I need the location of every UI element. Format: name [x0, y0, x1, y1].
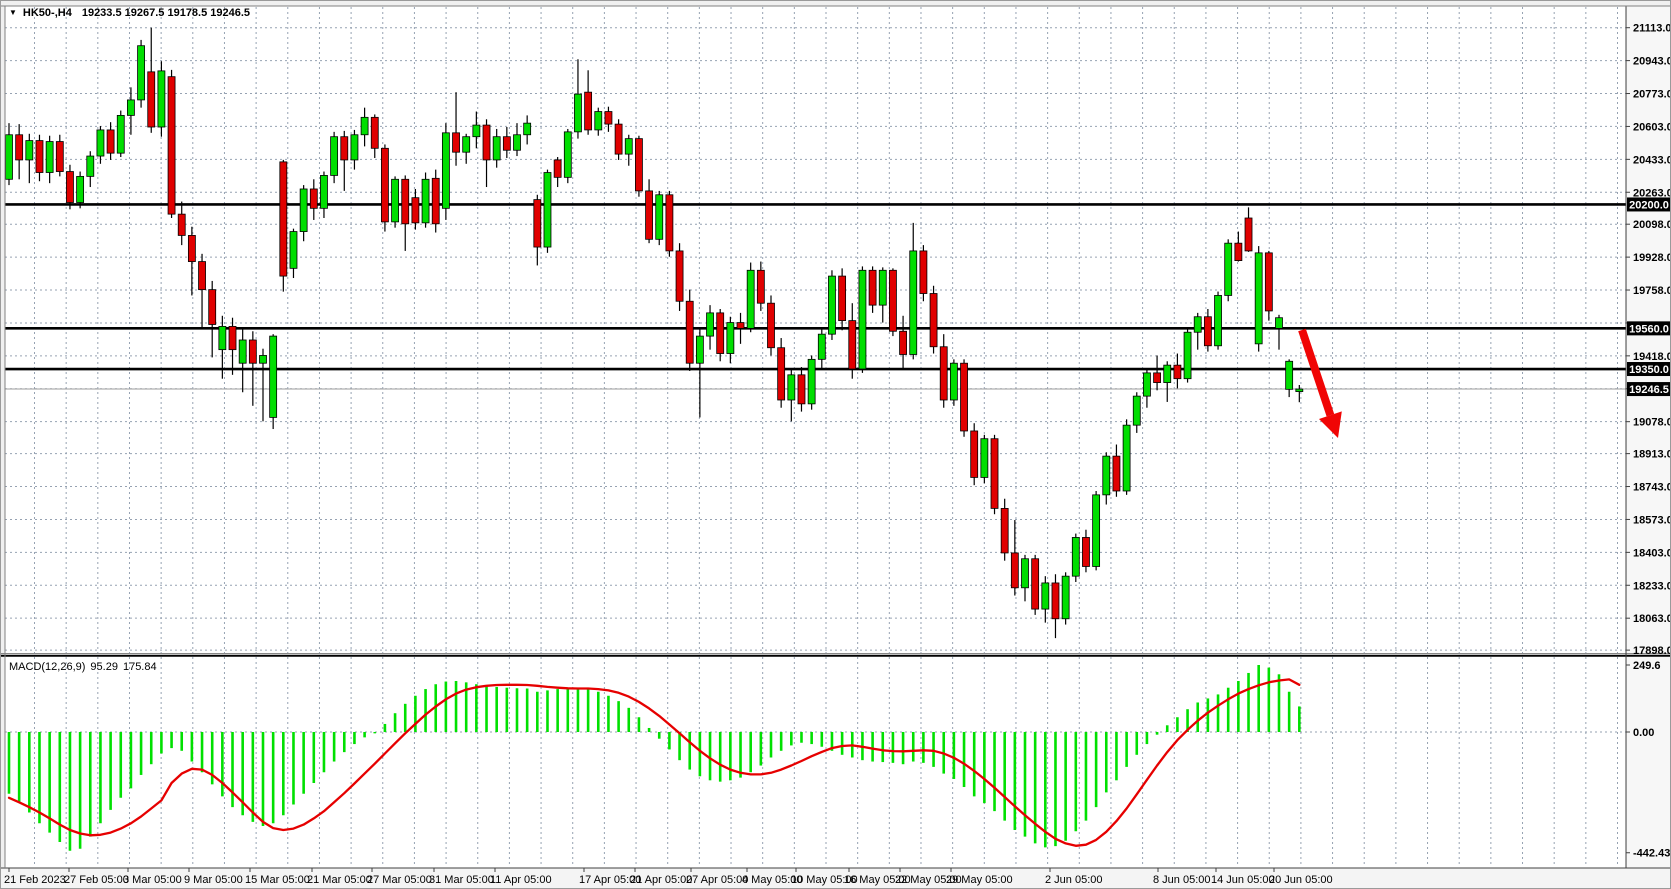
time-tick-label: 8 Jun 05:00 [1153, 874, 1211, 886]
time-tick-label: 21 Mar 05:00 [307, 874, 372, 886]
time-tick-label: 11 Apr 05:00 [490, 874, 552, 886]
price-tick-label: 18573.0 [1633, 514, 1671, 526]
price-tick-label: 17898.0 [1633, 645, 1671, 657]
time-tick-label: 29 May 05:00 [946, 874, 1013, 886]
macd-signal-line [7, 678, 1301, 847]
price-tick-label: 18403.0 [1633, 547, 1671, 559]
time-tick-label: 21 Apr 05:00 [630, 874, 692, 886]
price-tick-label: 18233.0 [1633, 580, 1671, 592]
price-badge: 19350.0 [1629, 364, 1669, 376]
price-tick-label: 19928.0 [1633, 252, 1671, 264]
macd-axis: 249.6 0.00 -442.43 [1626, 660, 1670, 860]
time-tick-label: 21 Feb 2023 [4, 874, 66, 886]
time-tick-label: 15 Mar 05:00 [245, 874, 310, 886]
macd-tick-label: 249.6 [1633, 660, 1661, 672]
time-tick-label: 27 Apr 05:00 [686, 874, 748, 886]
price-tick-label: 20603.0 [1633, 121, 1671, 133]
time-tick-label: 16 May 05:00 [844, 874, 911, 886]
pane-splitter[interactable] [1, 653, 1671, 657]
macd-tick-label: 0.00 [1633, 727, 1654, 739]
time-tick-label: 20 Jun 05:00 [1269, 874, 1333, 886]
price-tick-label: 18063.0 [1633, 613, 1671, 625]
price-axis[interactable]: 21113.0 20943.0 20773.0 20603.0 20433.0 20263… [1625, 6, 1671, 868]
price-badge: 19246.5 [1629, 384, 1669, 396]
price-tick-label: 19418.0 [1633, 351, 1671, 363]
price-tick-label: 19758.0 [1633, 285, 1671, 297]
price-badge: 19560.0 [1629, 323, 1669, 335]
price-tick-label: 20773.0 [1633, 89, 1671, 101]
candles [5, 27, 1304, 639]
time-tick-label: 4 May 05:00 [742, 874, 803, 886]
time-tick-label: 27 Feb 05:00 [64, 874, 129, 886]
time-tick-label: 22 May 05:00 [895, 874, 962, 886]
time-tick-label: 2 Jun 05:00 [1045, 874, 1103, 886]
price-tick-label: 20098.0 [1633, 219, 1671, 231]
grid [5, 7, 1626, 867]
time-tick-label: 14 Jun 05:00 [1211, 874, 1275, 886]
time-tick-label: 10 May 05:00 [791, 874, 858, 886]
symbol-dropdown-icon[interactable]: ▼ [9, 8, 17, 17]
price-tick-label: 20943.0 [1633, 56, 1671, 68]
price-tick-label: 20433.0 [1633, 154, 1671, 166]
price-tick-label: 19078.0 [1633, 417, 1671, 429]
time-tick-label: 31 Mar 05:00 [429, 874, 494, 886]
window-frame [1, 5, 1670, 868]
price-tick-label: 18743.0 [1633, 482, 1671, 494]
price-tick-label: 21113.0 [1633, 23, 1671, 35]
time-tick-label: 3 Mar 05:00 [123, 874, 182, 886]
time-tick-label: 27 Mar 05:00 [367, 874, 432, 886]
time-tick-label: 9 Mar 05:00 [184, 874, 243, 886]
trend-arrow-annotation[interactable] [1298, 328, 1342, 438]
price-tick-label: 20263.0 [1633, 187, 1671, 199]
price-tick-label: 18913.0 [1633, 449, 1671, 461]
price-badge: 20200.0 [1629, 199, 1669, 211]
macd-tick-label: -442.43 [1633, 848, 1670, 860]
time-tick-label: 17 Apr 05:00 [579, 874, 641, 886]
